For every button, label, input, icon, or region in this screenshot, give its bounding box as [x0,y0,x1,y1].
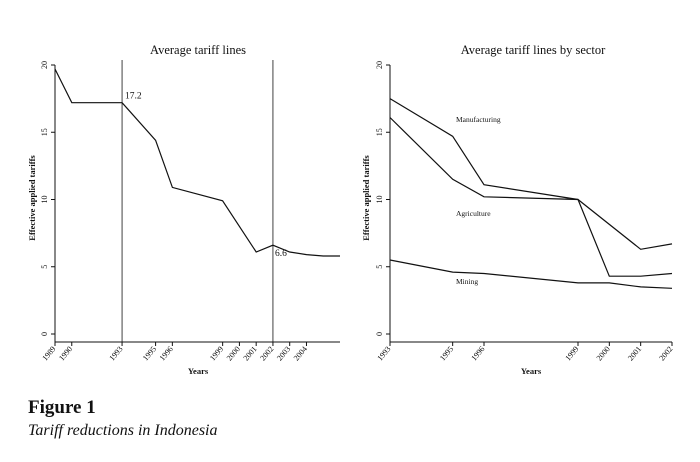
x-tick-label: 2001 [242,345,259,363]
figure-title: Tariff reductions in Indonesia [28,422,218,439]
x-tick-label: 2004 [292,345,309,363]
panel-average-tariff: Average tariff lines 0 5 10 15 20 1989 1990 1993… [27,43,340,376]
x-tick-label: 1999 [208,345,225,363]
chart-title: Average tariff lines by sector [461,43,606,57]
x-tick-label: 1996 [469,345,486,363]
y-tick-label: 5 [40,265,49,269]
x-axis-label: Years [188,366,209,376]
x-tick-label: 1993 [375,345,392,363]
x-tick-label: 1996 [158,345,175,363]
y-tick-label: 5 [375,265,384,269]
series-line-mining [389,259,673,289]
series-line-agriculture [389,117,673,277]
x-tick-label: 1993 [107,345,124,363]
y-tick-label: 0 [375,332,384,336]
x-tick-label: 2000 [595,345,612,363]
y-tick-label: 15 [40,128,49,136]
y-axis-label: Effective applied tariffs [361,155,371,241]
x-tick-label: 2002 [657,345,674,363]
x-tick-label: 2002 [258,345,275,363]
x-tick-label: 1989 [40,345,57,363]
series-line-manufacturing [389,98,673,250]
y-axis-label: Effective applied tariffs [27,155,37,241]
y-tick-label: 15 [375,128,384,136]
x-tick-label: 2000 [225,345,242,363]
x-axis-label: Years [521,366,542,376]
series-line-average-tariff [54,68,340,257]
chart-title: Average tariff lines [150,43,246,57]
figure-panels: Average tariff lines 0 5 10 15 20 1989 1990 1993… [27,43,675,376]
y-tick-label: 20 [40,61,49,69]
x-tick-label: 1995 [141,345,158,363]
x-tick-label: 1999 [563,345,580,363]
series-label-agriculture: Agriculture [456,209,491,218]
figure-caption: Figure 1 Tariff reductions in Indonesia [28,396,218,442]
series-label-mining: Mining [456,277,478,286]
x-tick-label: 2001 [626,345,643,363]
y-tick-label: 20 [375,61,384,69]
x-tick-label: 2003 [275,345,292,363]
figure-label: Figure 1 [28,397,96,418]
x-tick-label: 1995 [438,345,455,363]
data-label: 17.2 [125,92,142,102]
y-tick-label: 0 [40,332,49,336]
y-tick-label: 10 [375,196,384,204]
panel-by-sector: Average tariff lines by sector 0 5 10 15 20 19… [361,43,675,376]
data-label: 6.6 [275,249,287,259]
y-tick-label: 10 [40,196,49,204]
series-label-manufacturing: Manufacturing [456,115,501,124]
x-tick-label: 1990 [57,345,74,363]
